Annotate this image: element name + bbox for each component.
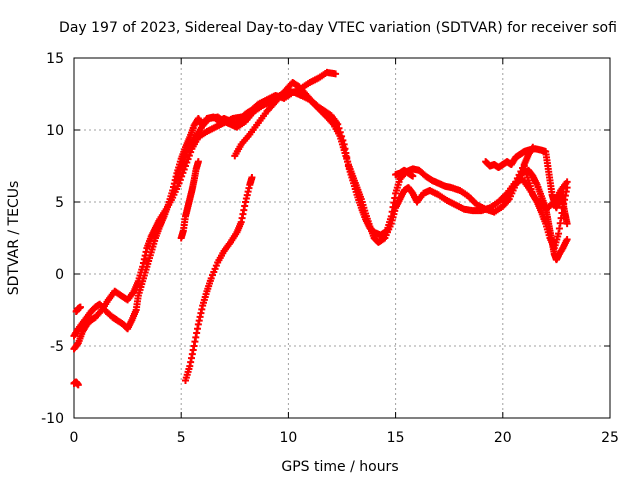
x-tick-label: 15 — [387, 430, 405, 446]
data-point-track-8 — [563, 235, 571, 243]
data-point-track-2 — [74, 381, 82, 389]
x-axis-label: GPS time / hours — [281, 459, 398, 475]
data-point-track-3 — [237, 113, 245, 121]
data-point-track-8 — [334, 120, 342, 128]
data-point-track-8 — [336, 128, 344, 136]
y-tick-label: -10 — [41, 411, 64, 427]
data-point-track-4 — [76, 303, 84, 311]
x-tick-label: 10 — [279, 430, 297, 446]
data-points — [70, 68, 571, 389]
y-axis-label: SDTVAR / TECUs — [6, 181, 22, 296]
data-point-track-9 — [409, 172, 417, 180]
tick-labels: 0 5 10 15 20 25 -10 -5 0 5 10 15 — [41, 51, 619, 446]
x-tick-label: 25 — [601, 430, 619, 446]
y-tick-label: 0 — [55, 267, 64, 283]
axis-ticks — [73, 57, 611, 419]
data-point-track-12 — [563, 178, 571, 186]
x-tick-label: 5 — [177, 430, 186, 446]
y-tick-label: 5 — [55, 195, 64, 211]
data-point-track-1 — [332, 70, 340, 78]
data-point-track-8 — [335, 124, 343, 132]
x-tick-label: 20 — [494, 430, 512, 446]
y-tick-label: 15 — [46, 51, 64, 67]
plot-frame — [73, 57, 611, 419]
x-tick-label: 0 — [70, 430, 79, 446]
chart-title: Day 197 of 2023, Sidereal Day-to-day VTE… — [59, 20, 617, 36]
y-tick-label: 10 — [46, 123, 64, 139]
grid-lines — [74, 58, 610, 418]
data-point-track-8 — [339, 136, 347, 144]
y-tick-label: -5 — [50, 339, 64, 355]
data-point-track-10 — [563, 220, 571, 228]
data-point-track-7 — [248, 174, 256, 182]
data-point-track-6 — [194, 158, 202, 166]
data-point-track-8 — [338, 132, 346, 140]
